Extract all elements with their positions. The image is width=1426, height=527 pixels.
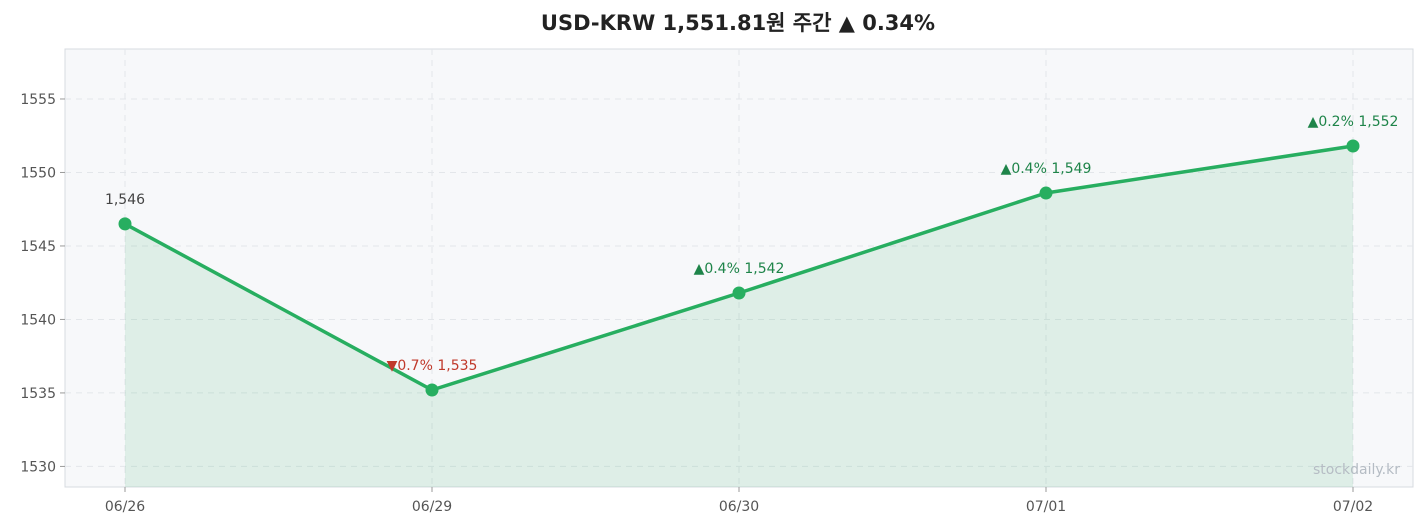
- y-tick-label: 1535: [20, 386, 56, 402]
- data-label: ▼0.7% 1,535: [387, 358, 478, 374]
- data-label: ▲0.4% 1,549: [1001, 161, 1092, 177]
- y-tick-label: 1530: [20, 459, 56, 475]
- x-tick-label: 06/29: [412, 499, 452, 515]
- data-label: ▲0.2% 1,552: [1308, 114, 1399, 130]
- x-tick-label: 06/26: [105, 499, 145, 515]
- data-label: ▲0.4% 1,542: [694, 261, 785, 277]
- data-point: [732, 286, 746, 300]
- data-point: [1039, 186, 1053, 200]
- x-tick-label: 07/02: [1333, 499, 1373, 515]
- x-axis: 06/26 06/29 06/30 07/01 07/02: [105, 487, 1373, 515]
- data-point: [1346, 139, 1360, 153]
- data-point: [425, 383, 439, 397]
- data-point: [118, 217, 132, 231]
- y-tick-label: 1550: [20, 165, 56, 181]
- area-fill: [125, 146, 1353, 487]
- x-tick-label: 06/30: [719, 499, 759, 515]
- watermark: stockdaily.kr: [1313, 462, 1400, 478]
- x-tick-label: 07/01: [1026, 499, 1066, 515]
- chart-title: USD-KRW 1,551.81원 주간 ▲ 0.34%: [541, 11, 935, 35]
- data-labels: 1,546 ▼0.7% 1,535 ▲0.4% 1,542 ▲0.4% 1,549 ▲0…: [105, 114, 1398, 374]
- grid-lines: [65, 49, 1413, 487]
- y-axis: 1530 1535 1540 1545 1550 1555: [20, 92, 65, 475]
- data-label: 1,546: [105, 192, 145, 208]
- y-tick-label: 1545: [20, 239, 56, 255]
- y-tick-label: 1540: [20, 312, 56, 328]
- y-tick-label: 1555: [20, 92, 56, 108]
- data-points: [118, 139, 1360, 397]
